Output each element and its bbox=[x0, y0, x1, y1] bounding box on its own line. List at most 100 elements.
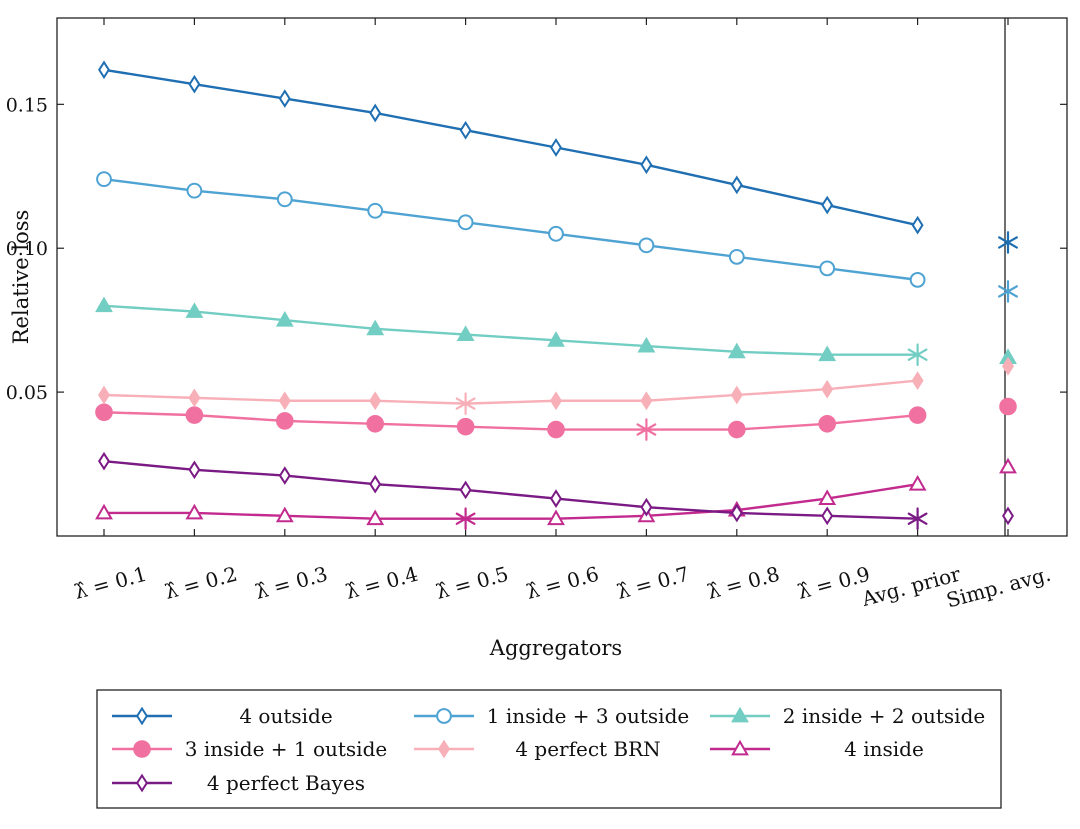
legend-marker bbox=[436, 708, 452, 724]
data-point bbox=[911, 215, 924, 235]
data-point bbox=[186, 182, 203, 199]
data-point bbox=[730, 385, 743, 405]
series-group bbox=[95, 60, 1018, 531]
data-point bbox=[276, 412, 294, 430]
data-point bbox=[95, 296, 113, 313]
data-point bbox=[366, 319, 385, 336]
star-stroke bbox=[907, 512, 928, 525]
plot-area-frame bbox=[56, 17, 1068, 537]
series-line bbox=[103, 459, 918, 520]
star-stroke bbox=[636, 423, 657, 436]
data-point bbox=[909, 271, 926, 288]
star-stroke bbox=[998, 285, 1018, 298]
data-point bbox=[911, 371, 924, 390]
legend-marker bbox=[438, 739, 450, 759]
data-point bbox=[547, 509, 565, 526]
data-point bbox=[96, 171, 112, 188]
series-line bbox=[103, 411, 918, 431]
data-point bbox=[640, 155, 653, 175]
series-4 bbox=[98, 356, 1014, 415]
legend-marker bbox=[136, 773, 148, 793]
data-point bbox=[278, 391, 291, 411]
data-point bbox=[730, 503, 743, 523]
legend-entry: 4 outside bbox=[112, 704, 333, 728]
data-point bbox=[818, 489, 837, 505]
legend-label: 3 inside + 1 outside bbox=[185, 737, 387, 761]
legend-entry: 4 perfect BRN bbox=[414, 737, 661, 761]
data-point bbox=[456, 417, 475, 436]
data-point bbox=[457, 214, 474, 231]
data-point bbox=[275, 310, 294, 327]
y-axis-label: Relative loss bbox=[9, 210, 33, 345]
data-point bbox=[188, 74, 201, 94]
y-tick-label: 0.05 bbox=[6, 382, 48, 404]
x-tick-label: Simp. avg. bbox=[944, 562, 1054, 613]
legend-label: 1 inside + 3 outside bbox=[487, 704, 689, 728]
y-tick-label: 0.15 bbox=[6, 94, 48, 116]
x-tick-label: λ̂ = 0.7 bbox=[614, 562, 692, 604]
x-tick-label: λ̂ = 0.9 bbox=[795, 562, 873, 604]
x-tick-label: λ̂ = 0.2 bbox=[162, 562, 240, 604]
data-point bbox=[98, 451, 110, 471]
legend-marker bbox=[731, 739, 749, 756]
legend: 4 outside 1 inside + 3 outside 2 inside + … bbox=[112, 704, 985, 795]
data-point bbox=[908, 474, 927, 491]
data-point bbox=[95, 503, 113, 520]
series-line bbox=[103, 379, 918, 405]
data-point bbox=[550, 138, 562, 157]
data-point bbox=[278, 466, 291, 485]
x-tick-label: λ̂ = 0.3 bbox=[252, 562, 330, 604]
data-point bbox=[1002, 356, 1014, 376]
legend-entry: 4 perfect Bayes bbox=[112, 771, 365, 795]
data-point bbox=[547, 331, 565, 347]
data-point bbox=[998, 231, 1018, 254]
data-point bbox=[727, 342, 746, 359]
data-point bbox=[636, 418, 657, 441]
data-point bbox=[907, 507, 928, 531]
legend-label: 2 inside + 2 outside bbox=[783, 704, 985, 728]
series-line bbox=[103, 304, 918, 356]
data-point bbox=[638, 237, 655, 254]
series-line bbox=[103, 68, 918, 227]
data-point bbox=[907, 343, 928, 366]
star-stroke bbox=[455, 397, 476, 410]
series-0 bbox=[98, 60, 1018, 254]
data-point bbox=[276, 191, 293, 208]
data-point bbox=[369, 103, 382, 123]
x-tick-label: λ̂ = 0.8 bbox=[704, 562, 782, 604]
legend-entry: 2 inside + 2 outside bbox=[710, 704, 985, 728]
data-point bbox=[999, 457, 1017, 474]
x-tick-label: λ̂ = 0.5 bbox=[433, 562, 511, 604]
data-point bbox=[459, 120, 472, 140]
legend-label: 4 perfect BRN bbox=[515, 737, 660, 761]
legend-entry: 4 inside bbox=[710, 737, 924, 761]
data-point bbox=[275, 506, 294, 523]
data-point bbox=[821, 506, 834, 526]
x-axis-label: Aggregators bbox=[489, 636, 622, 660]
data-point bbox=[821, 195, 834, 215]
x-tick-label: λ̂ = 0.1 bbox=[72, 562, 150, 604]
data-point bbox=[95, 403, 113, 422]
data-point bbox=[547, 420, 565, 439]
data-point bbox=[185, 406, 204, 424]
star-stroke bbox=[907, 348, 928, 361]
data-point bbox=[98, 60, 110, 80]
data-point bbox=[366, 414, 385, 433]
data-point bbox=[185, 302, 204, 318]
legend-marker bbox=[133, 740, 151, 758]
legend-marker bbox=[731, 706, 749, 723]
star-stroke bbox=[998, 236, 1018, 249]
data-point bbox=[188, 388, 201, 408]
data-point bbox=[999, 397, 1017, 416]
data-point bbox=[367, 202, 384, 219]
data-point bbox=[819, 260, 836, 277]
legend-entry: 3 inside + 1 outside bbox=[112, 737, 387, 761]
data-point bbox=[1002, 506, 1014, 526]
legend-entry: 1 inside + 3 outside bbox=[414, 704, 689, 728]
data-point bbox=[455, 507, 476, 531]
data-point bbox=[369, 474, 382, 494]
data-point bbox=[821, 379, 834, 399]
data-point bbox=[455, 392, 476, 415]
data-point bbox=[640, 497, 653, 517]
